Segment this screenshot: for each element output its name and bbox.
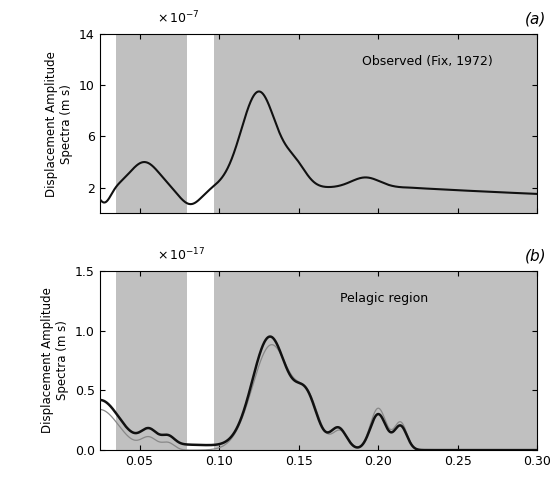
Text: $\times\,10^{-7}$: $\times\,10^{-7}$ <box>157 10 199 27</box>
Bar <box>214 271 537 450</box>
Y-axis label: Displacement Amplitude
Spectra (m s): Displacement Amplitude Spectra (m s) <box>45 51 74 197</box>
Text: Pelagic region: Pelagic region <box>340 292 429 305</box>
Text: Observed (Fix, 1972): Observed (Fix, 1972) <box>362 55 493 68</box>
Bar <box>116 34 187 213</box>
Bar <box>116 271 187 450</box>
Text: $\times\,10^{-17}$: $\times\,10^{-17}$ <box>157 247 205 263</box>
Text: (b): (b) <box>525 248 546 263</box>
Text: (a): (a) <box>525 12 546 27</box>
Y-axis label: Displacement Amplitude
Spectra (m s): Displacement Amplitude Spectra (m s) <box>42 287 69 433</box>
Bar <box>214 34 537 213</box>
